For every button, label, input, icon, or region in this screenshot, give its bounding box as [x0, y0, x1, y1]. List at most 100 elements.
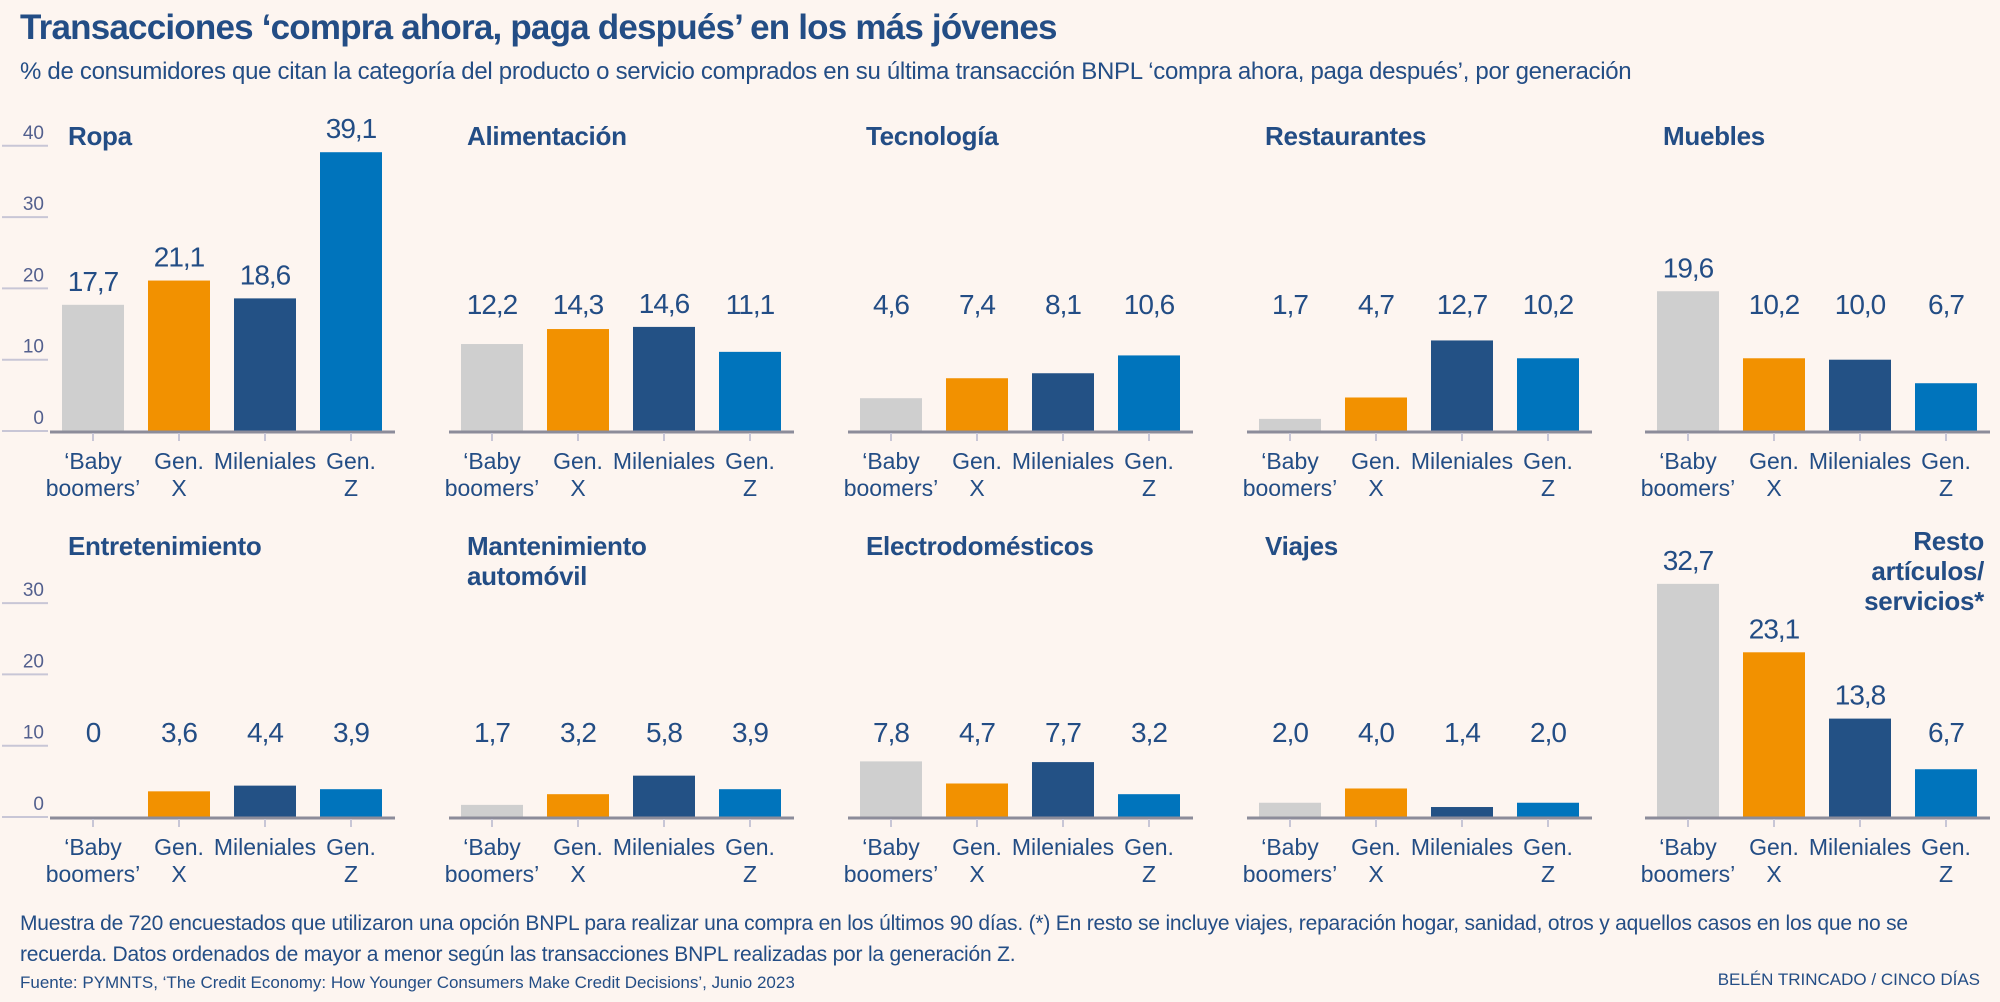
- value-label: 4,7: [959, 717, 995, 748]
- bar: [1259, 802, 1321, 817]
- category-label: Gen.: [1523, 834, 1573, 860]
- value-label: 10,2: [1523, 289, 1574, 320]
- value-label: 1,7: [474, 717, 510, 748]
- category-label: Z: [743, 475, 757, 501]
- y-tick-label: 30: [23, 580, 44, 601]
- bar: [633, 326, 695, 431]
- category-label: Gen.: [154, 834, 204, 860]
- category-label: Mileniales: [613, 448, 715, 474]
- y-tick-label: 0: [33, 794, 44, 815]
- chart-title: Transacciones ‘compra ahora, paga despué…: [20, 8, 1057, 47]
- category-label: Mileniales: [1411, 448, 1513, 474]
- bar: [1431, 807, 1493, 817]
- value-label: 11,1: [726, 289, 775, 320]
- category-label: boomers’: [844, 861, 939, 887]
- value-label: 7,4: [959, 289, 995, 320]
- value-label: 19,6: [1663, 252, 1714, 283]
- value-label: 18,6: [240, 259, 291, 290]
- value-label: 10,6: [1124, 289, 1175, 320]
- category-label: X: [570, 475, 585, 501]
- value-label: 13,8: [1835, 680, 1886, 711]
- value-label: 10,0: [1835, 289, 1886, 320]
- chart-subtitle: % de consumidores que citan la categoría…: [20, 58, 1632, 85]
- value-label: 7,7: [1045, 717, 1081, 748]
- bar: [1517, 358, 1579, 431]
- category-label: boomers’: [46, 861, 141, 887]
- bar: [1743, 652, 1805, 817]
- category-label: Gen.: [326, 448, 376, 474]
- category-label: Gen.: [1749, 448, 1799, 474]
- value-label: 3,2: [1131, 717, 1167, 748]
- category-label: Mileniales: [1012, 448, 1114, 474]
- panel-title: artículos/: [1871, 556, 1984, 586]
- category-label: Gen.: [725, 834, 775, 860]
- category-label: Gen.: [1523, 448, 1573, 474]
- value-label: 4,6: [873, 289, 909, 320]
- y-tick-label: 40: [23, 123, 44, 144]
- panel-title: automóvil: [467, 561, 587, 591]
- bar: [1829, 359, 1891, 431]
- category-label: X: [1368, 475, 1383, 501]
- bar: [1345, 788, 1407, 817]
- value-label: 0: [86, 717, 101, 748]
- author-credit: BELÉN TRINCADO / CINCO DÍAS: [1717, 970, 1980, 989]
- category-label: Mileniales: [214, 834, 316, 860]
- value-label: 4,7: [1358, 289, 1394, 320]
- category-label: X: [171, 861, 186, 887]
- value-label: 3,6: [161, 717, 197, 748]
- bar: [946, 378, 1008, 431]
- bar: [148, 791, 210, 817]
- category-label: Z: [743, 861, 757, 887]
- bar: [633, 775, 695, 817]
- category-label: Z: [344, 861, 358, 887]
- value-label: 2,0: [1530, 717, 1566, 748]
- category-label: X: [171, 475, 186, 501]
- bar: [547, 794, 609, 817]
- category-label: Gen.: [1749, 834, 1799, 860]
- category-label: Mileniales: [1411, 834, 1513, 860]
- category-label: ‘Baby: [862, 448, 920, 474]
- value-label: 6,7: [1928, 717, 1964, 748]
- bar: [1657, 291, 1719, 431]
- value-label: 8,1: [1045, 289, 1081, 320]
- category-label: Gen.: [326, 834, 376, 860]
- category-label: Gen.: [725, 448, 775, 474]
- bar: [62, 304, 124, 431]
- bar: [719, 351, 781, 431]
- category-label: Gen.: [1351, 834, 1401, 860]
- bar: [148, 280, 210, 431]
- category-label: Gen.: [154, 448, 204, 474]
- value-label: 1,7: [1272, 289, 1308, 320]
- bar: [1345, 397, 1407, 431]
- bar: [1517, 802, 1579, 817]
- category-label: ‘Baby: [463, 448, 521, 474]
- category-label: Z: [1142, 861, 1156, 887]
- category-label: Gen.: [952, 448, 1002, 474]
- category-label: ‘Baby: [1659, 448, 1717, 474]
- category-label: Mileniales: [1809, 834, 1911, 860]
- category-label: ‘Baby: [1659, 834, 1717, 860]
- category-label: X: [969, 475, 984, 501]
- bar: [1915, 383, 1977, 431]
- value-label: 4,0: [1358, 717, 1394, 748]
- category-label: Gen.: [1921, 448, 1971, 474]
- category-label: boomers’: [46, 475, 141, 501]
- value-label: 3,9: [333, 717, 369, 748]
- footnote: Muestra de 720 encuestados que utilizaro…: [20, 912, 1908, 966]
- value-label: 39,1: [326, 113, 377, 144]
- y-tick-label: 30: [23, 194, 44, 215]
- category-label: Z: [1142, 475, 1156, 501]
- category-label: Gen.: [1351, 448, 1401, 474]
- bar: [1118, 355, 1180, 431]
- panel-title: Mantenimiento: [467, 531, 647, 561]
- bar: [234, 298, 296, 431]
- y-tick-label: 20: [23, 265, 44, 286]
- source-line: Fuente: PYMNTS, ‘The Credit Economy: How…: [20, 973, 795, 992]
- bar: [1118, 794, 1180, 817]
- value-label: 6,7: [1928, 289, 1964, 320]
- category-label: boomers’: [1641, 475, 1736, 501]
- bar: [1829, 718, 1891, 817]
- category-label: Gen.: [1921, 834, 1971, 860]
- bar: [1915, 769, 1977, 817]
- value-label: 12,2: [467, 289, 518, 320]
